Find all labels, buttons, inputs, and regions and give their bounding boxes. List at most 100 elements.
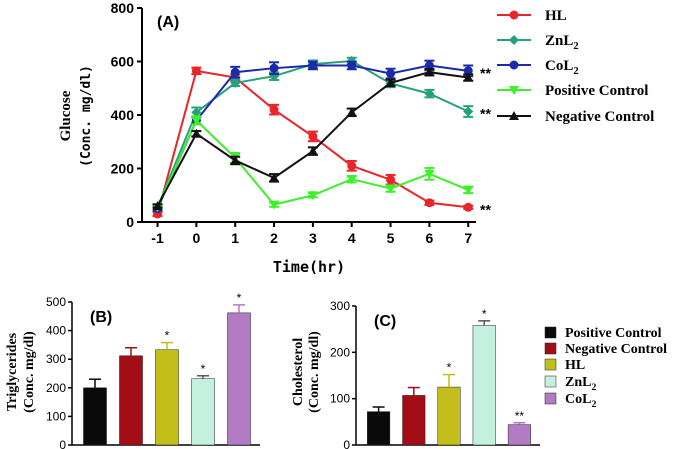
significance-annotation: **: [480, 106, 491, 122]
y-tick-label: 500: [46, 295, 66, 309]
series-negative-control: [152, 67, 474, 210]
data-point: [347, 161, 357, 171]
bar-rect: [367, 411, 391, 446]
legend-label-main: Negative Control: [545, 109, 654, 125]
x-tick-label: 6: [425, 230, 433, 246]
x-axis-title: Time(hr): [273, 258, 345, 276]
legend-swatch: [544, 326, 557, 339]
data-point: [424, 88, 435, 99]
legend-label: Positive Control: [565, 326, 662, 341]
bar-rect: [155, 349, 179, 446]
y-tick-label: 400: [46, 324, 66, 338]
legend-item: ZnL2: [544, 375, 596, 393]
data-point: [346, 175, 357, 185]
legend-label-main: Positive Control: [565, 326, 662, 341]
data-point: [463, 185, 474, 195]
legend-marker: [509, 111, 519, 120]
legend-label: ZnL2: [565, 375, 596, 393]
legend-swatch: [544, 342, 557, 355]
data-point: [191, 116, 202, 126]
glucose-line-chart: 0 200 400 600 800 -1 0 1 2 3 4 5 6 7 Time(hr) Glucose (C…: [58, 0, 654, 276]
y-tick-label: 0: [343, 438, 350, 449]
legend-label: Positive Control: [545, 83, 648, 99]
bar-positive-control: [83, 378, 107, 446]
y-tick-label: 300: [330, 299, 350, 313]
bar-znl2: *: [472, 307, 496, 446]
significance-mark: *: [165, 329, 170, 343]
significance-mark: *: [237, 291, 242, 305]
bar-positive-control: [367, 406, 391, 446]
y-axis-title-line2: (Conc. mg/dl): [22, 331, 37, 413]
legend-label-sub: 2: [591, 382, 596, 393]
bar-rect: [402, 395, 426, 446]
bar-znl2: *: [191, 362, 215, 446]
data-point: [424, 198, 434, 208]
y-axis-title-line1: Triglycerides: [5, 332, 20, 411]
significance-mark: *: [482, 307, 487, 321]
data-point: [463, 202, 473, 212]
legend-label-main: ZnL: [565, 375, 591, 390]
x-tick-label: -1: [151, 230, 164, 246]
data-point: [269, 200, 280, 210]
x-tick-label: 4: [348, 230, 356, 246]
x-tick-label: 2: [270, 230, 278, 246]
data-point: [346, 107, 357, 117]
legend-marker: [509, 60, 519, 70]
significance-annotation: **: [480, 201, 491, 217]
significance-mark: *: [447, 361, 452, 375]
panel-label: (C): [374, 313, 396, 330]
y-tick-label: 200: [111, 161, 135, 177]
legend-item: Positive Control: [497, 83, 648, 99]
significance-mark: **: [515, 409, 525, 423]
legend-item: Negative Control: [544, 342, 667, 357]
legend-label-main: CoL: [565, 392, 591, 407]
legend-label: HL: [565, 358, 585, 373]
y-tick-label: 200: [330, 345, 350, 359]
data-point: [308, 61, 318, 71]
significance-mark: *: [201, 362, 206, 376]
data-point: [230, 155, 241, 165]
bar-rect: [437, 386, 461, 446]
x-tick-label: 7: [464, 230, 472, 246]
y-tick-label: 0: [126, 214, 134, 230]
legend-label: ZnL2: [545, 33, 579, 52]
panel-label: (B): [90, 309, 112, 326]
bar-hl: *: [437, 361, 461, 446]
data-point: [463, 106, 474, 117]
y-tick-label: 200: [46, 381, 66, 395]
data-point: [230, 67, 240, 77]
legend-label-main: ZnL: [545, 33, 573, 49]
legend-label: CoL2: [565, 392, 596, 410]
legend-label-main: CoL: [545, 58, 573, 74]
triglycerides-bar-chart: 0 100 200 300 400 500 * * * (B) Triglycerides (Conc…: [5, 291, 260, 449]
bar-negative-control: [119, 347, 143, 446]
data-point: [269, 105, 279, 115]
data-point: [386, 69, 396, 79]
legend-swatch: [544, 375, 557, 388]
data-point: [386, 175, 396, 185]
series-hl: [152, 66, 474, 219]
bar-rect: [119, 355, 143, 446]
bar-rect: [227, 312, 251, 446]
y-tick-label: 300: [46, 352, 66, 366]
data-point: [269, 63, 279, 73]
legend-marker: [509, 35, 519, 45]
legend-label: CoL2: [545, 58, 579, 77]
legend-item: HL: [497, 8, 567, 24]
legend-label: Negative Control: [565, 342, 667, 357]
data-point: [385, 77, 396, 87]
legend-label-main: Positive Control: [545, 83, 648, 99]
legend-label-main: HL: [565, 358, 585, 373]
legend-label: HL: [545, 8, 567, 24]
data-point: [307, 146, 318, 156]
y-tick-label: 100: [46, 409, 66, 423]
bar-rect: [507, 424, 531, 446]
data-point: [152, 200, 163, 210]
legend-item: HL: [544, 358, 585, 373]
data-point: [191, 107, 202, 118]
bar-rect: [472, 325, 496, 446]
legend-label-main: Negative Control: [565, 342, 667, 357]
legend-label-sub: 2: [591, 399, 596, 410]
